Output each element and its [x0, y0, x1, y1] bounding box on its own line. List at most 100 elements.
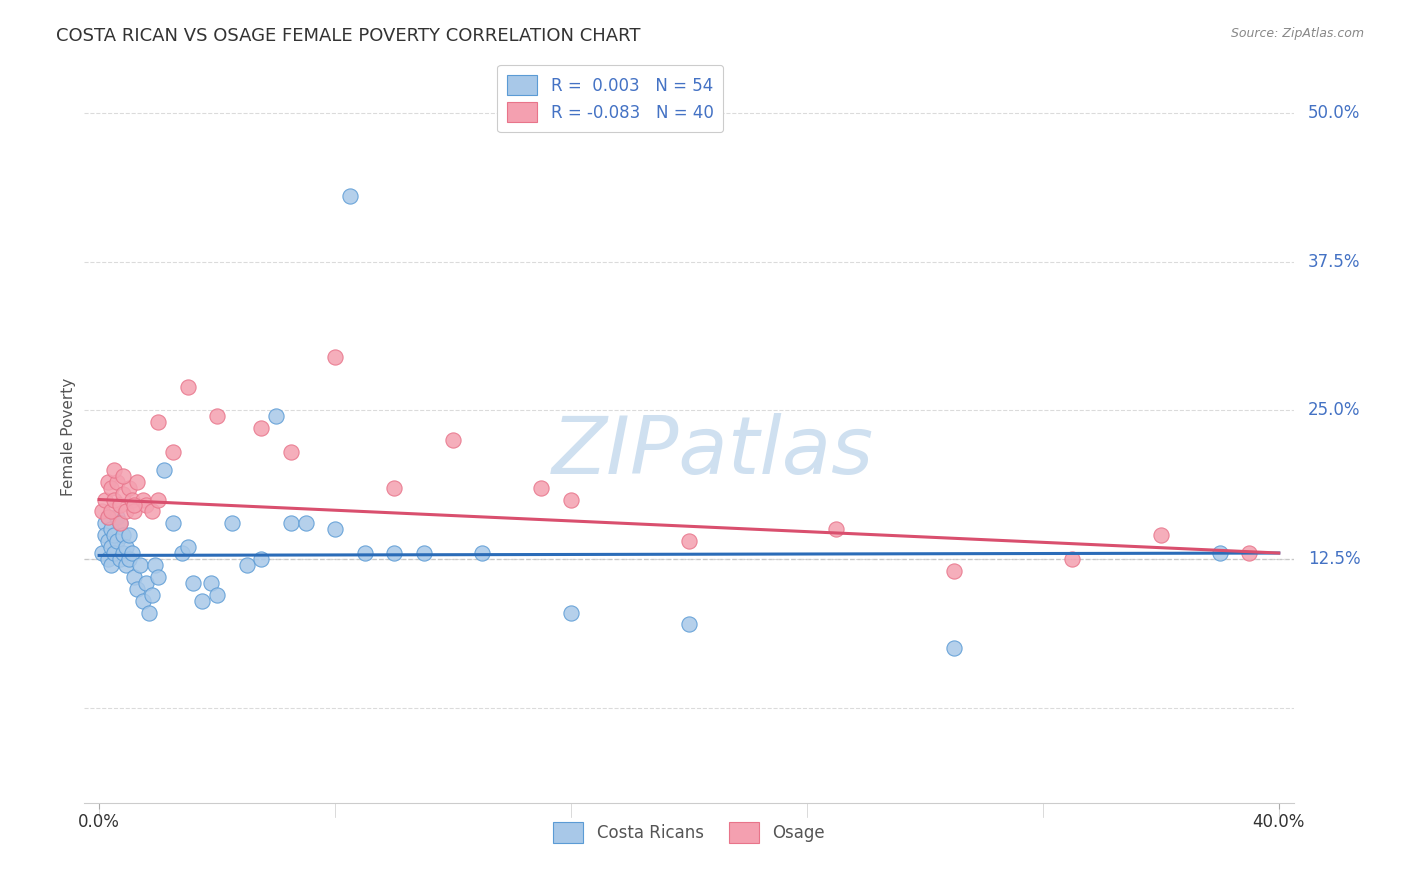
Point	[1062, 552, 1084, 566]
Point	[124, 499, 146, 513]
Point	[129, 558, 152, 572]
Point	[121, 546, 143, 560]
Point	[91, 546, 114, 560]
Point	[117, 481, 139, 495]
Point	[143, 558, 166, 572]
Point	[280, 516, 302, 531]
Point	[221, 516, 243, 531]
Point	[108, 516, 131, 531]
Point	[382, 481, 405, 495]
Point	[127, 475, 149, 489]
Point	[205, 409, 228, 424]
Point	[97, 552, 120, 566]
Point	[108, 499, 131, 513]
Point	[117, 528, 139, 542]
Point	[124, 570, 146, 584]
Point	[191, 593, 214, 607]
Point	[353, 546, 375, 560]
Point	[176, 540, 198, 554]
Point	[94, 492, 117, 507]
Point	[141, 588, 163, 602]
Point	[170, 546, 193, 560]
Point	[153, 463, 176, 477]
Point	[943, 564, 966, 578]
Point	[825, 522, 848, 536]
Point	[105, 510, 128, 524]
Point	[100, 540, 122, 554]
Point	[176, 379, 198, 393]
Point	[339, 189, 361, 203]
Point	[264, 409, 287, 424]
Point	[412, 546, 434, 560]
Point	[100, 481, 122, 495]
Point	[1239, 546, 1261, 560]
Point	[114, 558, 136, 572]
Point	[135, 499, 157, 513]
Text: 25.0%: 25.0%	[1308, 401, 1361, 419]
Text: 12.5%: 12.5%	[1308, 550, 1361, 568]
Point	[560, 492, 582, 507]
Point	[103, 492, 125, 507]
Text: 37.5%: 37.5%	[1308, 252, 1361, 270]
Text: ZIPatlas: ZIPatlas	[553, 413, 875, 491]
Point	[94, 516, 117, 531]
Point	[100, 504, 122, 518]
Point	[183, 575, 205, 590]
Point	[162, 445, 184, 459]
Point	[111, 486, 134, 500]
Point	[141, 504, 163, 518]
Point	[1209, 546, 1232, 560]
Point	[97, 534, 120, 549]
Point	[124, 504, 146, 518]
Point	[146, 415, 169, 429]
Point	[205, 588, 228, 602]
Point	[235, 558, 257, 572]
Point	[250, 421, 273, 435]
Point	[382, 546, 405, 560]
Point	[100, 558, 122, 572]
Point	[471, 546, 494, 560]
Text: 50.0%: 50.0%	[1308, 104, 1361, 122]
Point	[114, 504, 136, 518]
Point	[678, 617, 700, 632]
Point	[560, 606, 582, 620]
Point	[103, 546, 125, 560]
Point	[114, 540, 136, 554]
Point	[108, 516, 131, 531]
Point	[100, 522, 122, 536]
Point	[103, 463, 125, 477]
Point	[111, 546, 134, 560]
Point	[678, 534, 700, 549]
Point	[1150, 528, 1173, 542]
Point	[200, 575, 222, 590]
Point	[91, 504, 114, 518]
Point	[105, 534, 128, 549]
Point	[294, 516, 316, 531]
Text: COSTA RICAN VS OSAGE FEMALE POVERTY CORRELATION CHART: COSTA RICAN VS OSAGE FEMALE POVERTY CORR…	[56, 27, 641, 45]
Point	[97, 510, 120, 524]
Point	[111, 468, 134, 483]
Point	[103, 528, 125, 542]
Point	[111, 528, 134, 542]
Point	[323, 522, 346, 536]
Point	[108, 552, 131, 566]
Point	[146, 492, 169, 507]
Point	[943, 641, 966, 656]
Point	[105, 475, 128, 489]
Point	[117, 552, 139, 566]
Point	[97, 510, 120, 524]
Point	[132, 593, 155, 607]
Point	[323, 350, 346, 364]
Point	[135, 575, 157, 590]
Point	[250, 552, 273, 566]
Text: Source: ZipAtlas.com: Source: ZipAtlas.com	[1230, 27, 1364, 40]
Point	[121, 492, 143, 507]
Point	[127, 582, 149, 596]
Point	[162, 516, 184, 531]
Point	[97, 475, 120, 489]
Point	[280, 445, 302, 459]
Point	[530, 481, 553, 495]
Point	[94, 528, 117, 542]
Point	[146, 570, 169, 584]
Point	[132, 492, 155, 507]
